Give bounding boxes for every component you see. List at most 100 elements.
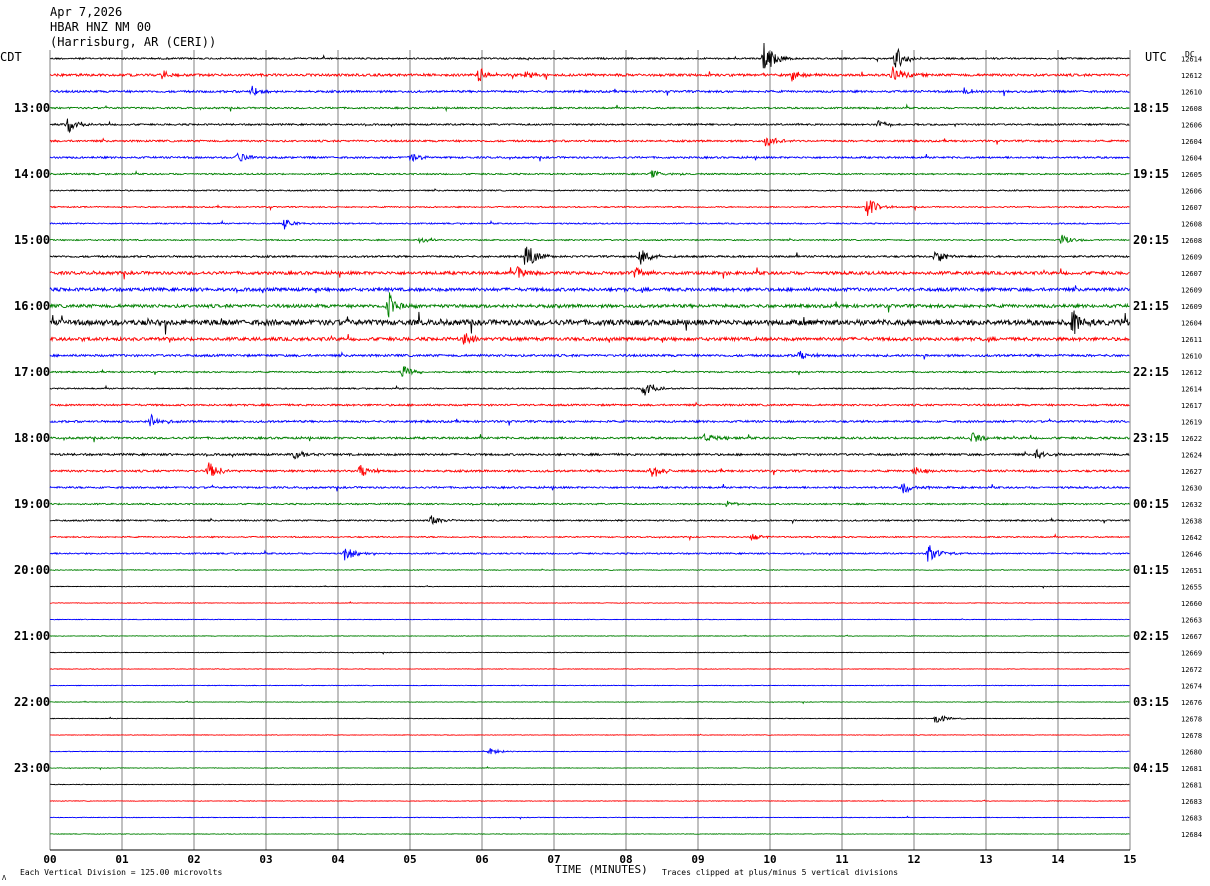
seismic-traces [49,42,1130,835]
dc-offset-label: 12678 [1181,716,1202,724]
footer-logo-mark: Λ [2,874,7,882]
trace-row-0 [50,42,1130,69]
dc-offset-label: 12632 [1181,501,1202,509]
trace-row-34 [49,618,1130,621]
trace-row-25 [49,462,1130,477]
utc-hour-label: 18:15 [1133,101,1169,115]
dc-offset-label: 12607 [1181,270,1202,278]
dc-offset-label: 12606 [1181,188,1202,196]
trace-row-38 [49,684,1130,687]
dc-offset-label: 12619 [1181,419,1202,427]
x-tick-label: 14 [1051,853,1065,866]
trace-row-23 [49,432,1130,443]
utc-hour-label: 23:15 [1133,431,1169,445]
dc-offset-label: 12630 [1181,485,1202,493]
dc-offset-label: 12614 [1181,56,1202,64]
x-tick-label: 10 [763,853,776,866]
trace-row-30 [49,545,1130,562]
trace-row-42 [49,748,1130,755]
dc-offset-label: 12609 [1181,287,1202,295]
dc-offset-label: 12646 [1181,551,1202,559]
trace-row-39 [49,700,1130,705]
x-tick-label: 00 [43,853,56,866]
trace-row-16 [49,310,1130,335]
dc-offset-label: 12678 [1181,732,1202,740]
dc-offset-label: 12642 [1181,534,1202,542]
trace-row-22 [49,413,1130,427]
x-tick-label: 12 [907,853,920,866]
trace-row-20 [49,384,1130,396]
x-tick-label: 03 [259,853,272,866]
x-tick-labels: 00 01 02 03 04 05 06 07 08 09 10 11 12 13 14 15 [43,853,1136,866]
header-block: Apr 7,2026 HBAR HNZ NM 00 (Harrisburg, A… [50,5,216,49]
trace-row-19 [49,365,1130,377]
trace-row-14 [49,285,1130,294]
plot-location: (Harrisburg, AR (CERI)) [50,35,216,49]
utc-hour-label: 04:15 [1133,761,1169,775]
trace-row-2 [50,85,1130,97]
dc-offset-label: 12638 [1181,518,1202,526]
x-tick-label: 06 [475,853,489,866]
dc-offset-label: 12681 [1181,782,1202,790]
x-tick-label: 13 [979,853,992,866]
dc-offset-label: 12674 [1181,683,1202,691]
clip-note: Traces clipped at plus/minus 5 vertical … [662,868,898,877]
trace-row-37 [49,668,1130,670]
dc-offset-label: 12669 [1181,650,1202,658]
dc-offset-label: 12663 [1181,617,1202,625]
trace-row-11 [49,234,1130,245]
dc-offset-label: 12608 [1181,221,1202,229]
scale-note: Each Vertical Division = 125.00 microvol… [20,868,222,877]
trace-row-21 [49,401,1130,408]
dc-offset-label: 12609 [1181,303,1202,311]
trace-row-4 [49,118,1130,134]
trace-row-32 [49,584,1130,589]
dc-offset-label: 12609 [1181,254,1202,262]
utc-hour-labels: 18:15 19:15 20:15 21:15 22:15 23:15 00:15 01:15… [1133,101,1169,775]
left-timezone-label: CDT [0,50,22,64]
trace-row-18 [49,350,1130,360]
trace-row-28 [49,515,1130,526]
cdt-hour-label: 23:00 [14,761,50,775]
trace-row-13 [49,265,1130,280]
dc-offset-label: 12655 [1181,584,1202,592]
utc-hour-label: 19:15 [1133,167,1169,181]
x-tick-label: 15 [1123,853,1136,866]
cdt-hour-label: 13:00 [14,101,50,115]
dc-offset-label: 12681 [1181,765,1202,773]
right-timezone-label: UTC [1145,50,1167,64]
cdt-hour-label: 14:00 [14,167,50,181]
dc-offset-label: 12617 [1181,402,1202,410]
dc-offset-header: DC [1185,50,1195,59]
dc-offset-labels: 12614 12612 12610 12608 12606 12604 12604 12605… [1181,56,1202,840]
x-tick-label: 08 [619,853,632,866]
x-axis-title: TIME (MINUTES) [555,863,648,876]
dc-offset-label: 12607 [1181,204,1202,212]
trace-row-47 [49,833,1130,835]
dc-offset-label: 12624 [1181,452,1202,460]
trace-row-1 [50,66,1130,82]
cdt-hour-label: 17:00 [14,365,50,379]
plot-date: Apr 7,2026 [50,5,122,19]
dc-offset-label: 12651 [1181,567,1202,575]
dc-offset-label: 12611 [1181,336,1202,344]
dc-offset-label: 12608 [1181,105,1202,113]
dc-offset-label: 12622 [1181,435,1202,443]
trace-row-31 [49,568,1130,572]
trace-row-3 [49,103,1130,113]
cdt-hour-label: 18:00 [14,431,50,445]
trace-row-15 [49,292,1130,318]
trace-row-44 [49,783,1130,786]
x-tick-label: 11 [835,853,849,866]
cdt-hour-label: 19:00 [14,497,50,511]
trace-row-7 [49,169,1130,178]
trace-row-35 [49,634,1130,637]
cdt-hour-label: 21:00 [14,629,50,643]
cdt-hour-label: 15:00 [14,233,50,247]
x-tick-label: 07 [547,853,560,866]
trace-row-5 [49,137,1130,147]
cdt-hour-label: 22:00 [14,695,50,709]
dc-offset-label: 12604 [1181,138,1202,146]
dc-offset-label: 12604 [1181,320,1202,328]
